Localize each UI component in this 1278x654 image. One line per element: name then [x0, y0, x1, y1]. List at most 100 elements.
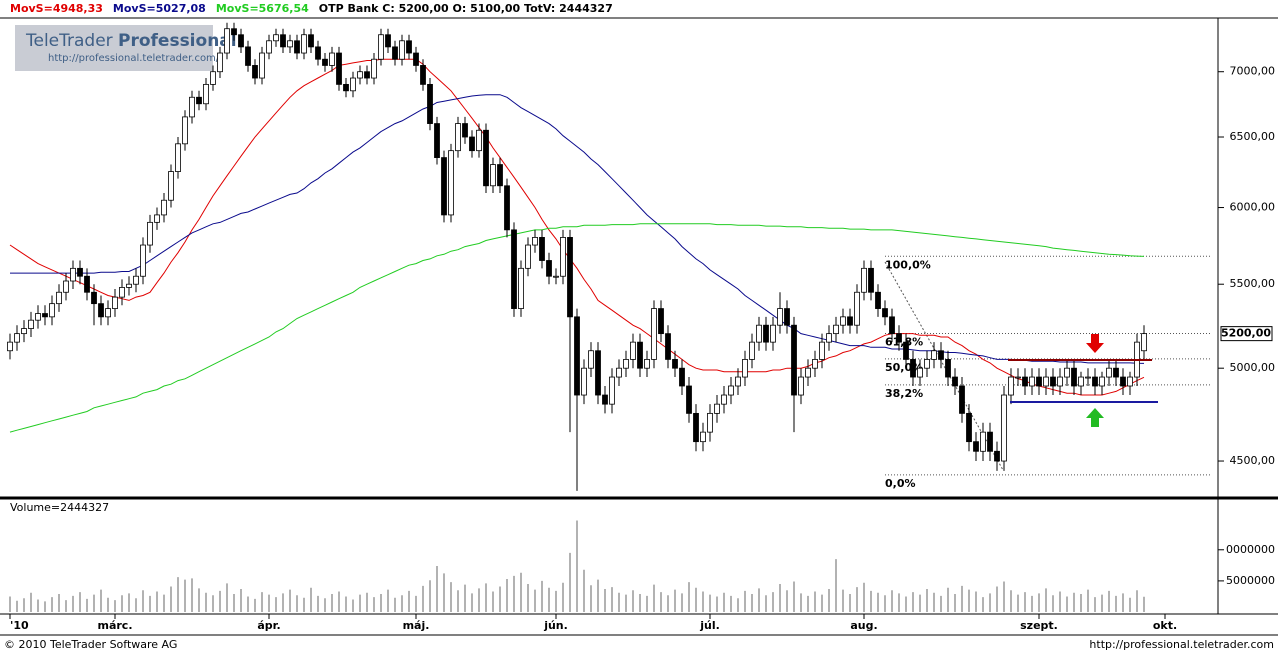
candle-body: [399, 40, 405, 60]
candle-body: [455, 123, 461, 152]
candle-body: [1036, 376, 1042, 387]
candle-body: [1113, 367, 1119, 378]
candle-body: [287, 40, 293, 48]
candle-body: [910, 359, 916, 378]
candle-body: [840, 316, 846, 326]
candle-body: [875, 291, 881, 309]
candle-body: [322, 58, 328, 66]
candle-body: [364, 71, 370, 79]
candle-body: [238, 34, 244, 48]
candle-body: [168, 171, 174, 201]
candle-body: [490, 164, 496, 187]
candle-body: [679, 367, 685, 387]
x-tick-label: szept.: [1020, 619, 1058, 632]
candle-body: [392, 46, 398, 60]
candle-body: [70, 267, 76, 282]
candle-body: [420, 65, 426, 85]
candle-body: [7, 341, 13, 352]
candle-body: [336, 52, 342, 85]
legend-entry: MovS=5676,54: [216, 2, 309, 15]
candle-body: [476, 129, 482, 152]
candle-body: [154, 214, 160, 223]
moving-average: [9, 223, 1145, 433]
candle-body: [357, 71, 363, 79]
candle-body: [252, 65, 258, 79]
candle-body: [630, 341, 636, 360]
candle-body: [77, 267, 83, 277]
candle-body: [1127, 376, 1133, 387]
candle-body: [602, 394, 608, 405]
candle-body: [644, 359, 650, 369]
candle-body: [1050, 376, 1056, 387]
candle-body: [791, 324, 797, 396]
candle-body: [210, 71, 216, 85]
candle-body: [770, 324, 776, 343]
candle-body: [700, 431, 706, 443]
x-tick-label: aug.: [850, 619, 877, 632]
candle-body: [1120, 376, 1126, 387]
candle-body: [924, 359, 930, 369]
candle-body: [1078, 376, 1084, 387]
candle-body: [623, 359, 629, 369]
x-tick-label: máj.: [403, 619, 430, 632]
candle-body: [511, 229, 517, 309]
y-tick-label: 5500,00: [1230, 277, 1276, 290]
candle-body: [805, 367, 811, 378]
candle-body: [441, 157, 447, 216]
x-tick-label: jún.: [543, 619, 568, 632]
candle-body: [812, 359, 818, 369]
candle-body: [735, 376, 741, 387]
candle-body: [798, 376, 804, 396]
candle-body: [1057, 376, 1063, 387]
candle-body: [462, 123, 468, 138]
footer-copyright: © 2010 TeleTrader Software AG: [4, 638, 177, 651]
candle-body: [756, 324, 762, 343]
last-price-box: [1220, 326, 1273, 342]
volume-tick-label: 5000000: [1226, 574, 1275, 587]
arrow-up: [1086, 408, 1104, 427]
candle-body: [315, 46, 321, 60]
candle-body: [938, 350, 944, 360]
candle-body: [427, 83, 433, 124]
candle-body: [973, 441, 979, 452]
chart-title: OTP Bank C: 5200,00 O: 5100,00 TotV: 244…: [319, 2, 613, 15]
last-price-label: 5200,00: [1221, 327, 1271, 340]
y-tick-label: 4500,00: [1230, 454, 1276, 467]
candle-body: [147, 221, 153, 246]
moving-average: [9, 58, 1145, 396]
candle-body: [1043, 376, 1049, 387]
candle-body: [1141, 333, 1147, 352]
candle-body: [21, 328, 27, 335]
candle-body: [959, 385, 965, 414]
candle-body: [588, 350, 594, 369]
candle-body: [693, 412, 699, 443]
candle-body: [889, 316, 895, 335]
candle-body: [1085, 376, 1091, 379]
candle-body: [98, 303, 104, 318]
y-tick-label: 7000,00: [1230, 65, 1276, 78]
candle-body: [182, 116, 188, 145]
candle-body: [105, 308, 111, 318]
candle-body: [609, 376, 615, 405]
candle-body: [329, 52, 335, 66]
candle-body: [567, 237, 573, 318]
candle-body: [1029, 376, 1035, 387]
candle-body: [224, 28, 230, 54]
candle-body: [350, 77, 356, 92]
y-tick-label: 6500,00: [1230, 130, 1276, 143]
candle-body: [826, 333, 832, 343]
candle-body: [35, 313, 41, 321]
candle-body: [231, 28, 237, 36]
candle-body: [833, 324, 839, 335]
volume-tick-label: 0000000: [1226, 543, 1275, 556]
candle-body: [952, 376, 958, 387]
candle-body: [966, 412, 972, 443]
candle-body: [385, 34, 391, 48]
candle-body: [980, 431, 986, 452]
candle-body: [469, 136, 475, 152]
candle-body: [707, 412, 713, 433]
candle-body: [140, 244, 146, 277]
candle-body: [371, 58, 377, 79]
